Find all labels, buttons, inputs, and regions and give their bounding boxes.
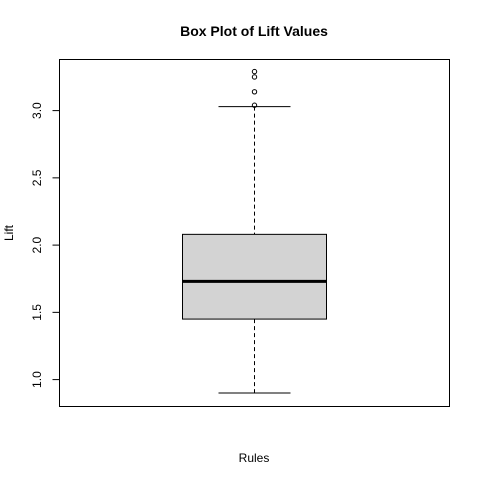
chart-title: Box Plot of Lift Values [180, 23, 328, 39]
y-axis: 1.0 1.5 2.0 2.5 3.0 [30, 102, 60, 388]
y-tick-label: 2.5 [30, 169, 44, 186]
outlier-point [251, 74, 258, 80]
y-tick-label: 1.5 [30, 304, 44, 321]
y-tick-label: 1.0 [30, 371, 44, 388]
outlier-point [251, 102, 258, 108]
y-tick-label: 3.0 [30, 102, 44, 119]
outlier-point [251, 68, 258, 75]
outlier-point [251, 89, 258, 95]
x-axis-label: Rules [239, 451, 270, 465]
outlier-group [251, 68, 258, 108]
y-axis-label: Lift [2, 224, 16, 241]
interquartile-box [182, 233, 327, 320]
box-plot-group [182, 106, 327, 394]
y-tick-label: 2.0 [30, 236, 44, 253]
